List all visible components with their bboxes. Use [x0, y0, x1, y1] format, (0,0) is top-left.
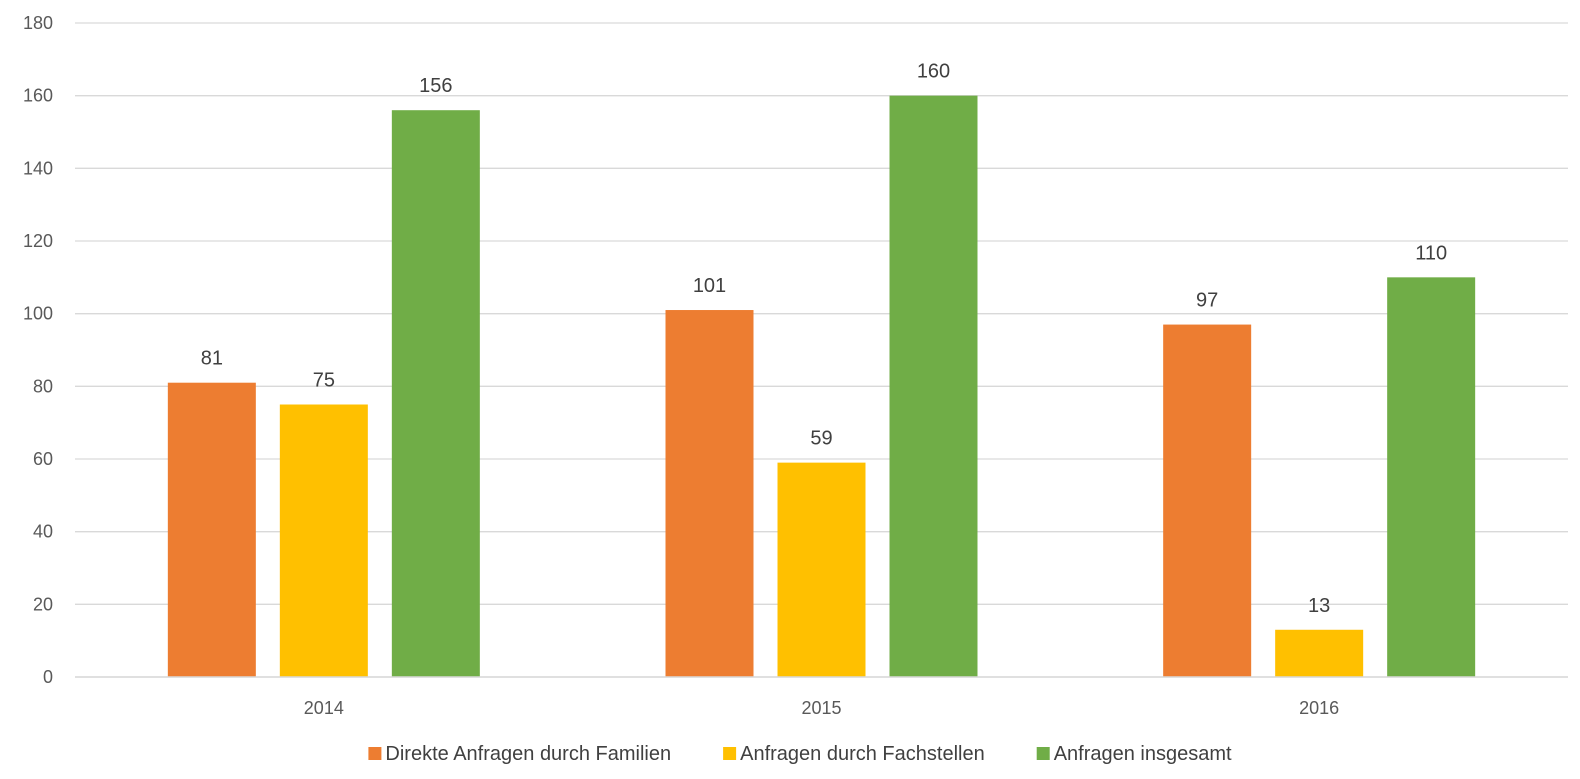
bar — [1275, 629, 1364, 677]
bar — [391, 110, 480, 677]
bar — [167, 382, 256, 677]
legend: Direkte Anfragen durch Familien Anfragen … — [368, 743, 1232, 765]
bar — [889, 95, 978, 677]
y-tick-label: 140 — [23, 158, 53, 178]
bar — [777, 462, 866, 677]
data-labels: 81 75 156 101 59 160 97 13 110 — [201, 61, 1447, 617]
legend-label: Anfragen insgesamt — [1054, 743, 1232, 765]
y-tick-label: 60 — [33, 449, 53, 469]
x-tick-label: 2014 — [304, 698, 344, 718]
x-tick-label: 2015 — [801, 698, 841, 718]
x-axis: 2014 2015 2016 — [75, 676, 1568, 718]
legend-item: Direkte Anfragen durch Familien — [368, 743, 671, 765]
y-tick-label: 0 — [43, 667, 53, 687]
y-tick-label: 160 — [23, 86, 53, 106]
y-tick-label: 20 — [33, 594, 53, 614]
bar — [665, 310, 754, 677]
bar — [1163, 324, 1252, 677]
data-label: 13 — [1308, 595, 1330, 617]
y-tick-label: 40 — [33, 522, 53, 542]
bars — [167, 95, 1476, 677]
legend-swatch — [1036, 747, 1050, 760]
legend-item: Anfragen durch Fachstellen — [723, 743, 985, 765]
data-label: 160 — [917, 61, 950, 83]
bar — [1387, 277, 1476, 677]
data-label: 59 — [810, 428, 832, 450]
x-tick-label: 2016 — [1299, 698, 1339, 718]
y-tick-label: 80 — [33, 376, 53, 396]
y-axis: 0 20 40 60 80 100 120 140 160 180 — [23, 13, 53, 687]
legend-swatch — [723, 747, 737, 760]
data-label: 97 — [1196, 290, 1218, 312]
data-label: 101 — [693, 275, 726, 297]
legend-label: Anfragen durch Fachstellen — [740, 743, 985, 765]
data-label: 110 — [1415, 242, 1447, 264]
data-label: 156 — [419, 75, 452, 97]
y-tick-label: 180 — [23, 13, 53, 33]
data-label: 81 — [201, 348, 223, 370]
y-tick-label: 120 — [23, 231, 53, 251]
legend-swatch — [368, 747, 382, 760]
legend-label: Direkte Anfragen durch Familien — [385, 743, 671, 765]
legend-item: Anfragen insgesamt — [1036, 743, 1232, 765]
data-label: 75 — [313, 370, 335, 392]
y-tick-label: 100 — [23, 304, 53, 324]
bar — [279, 404, 368, 677]
